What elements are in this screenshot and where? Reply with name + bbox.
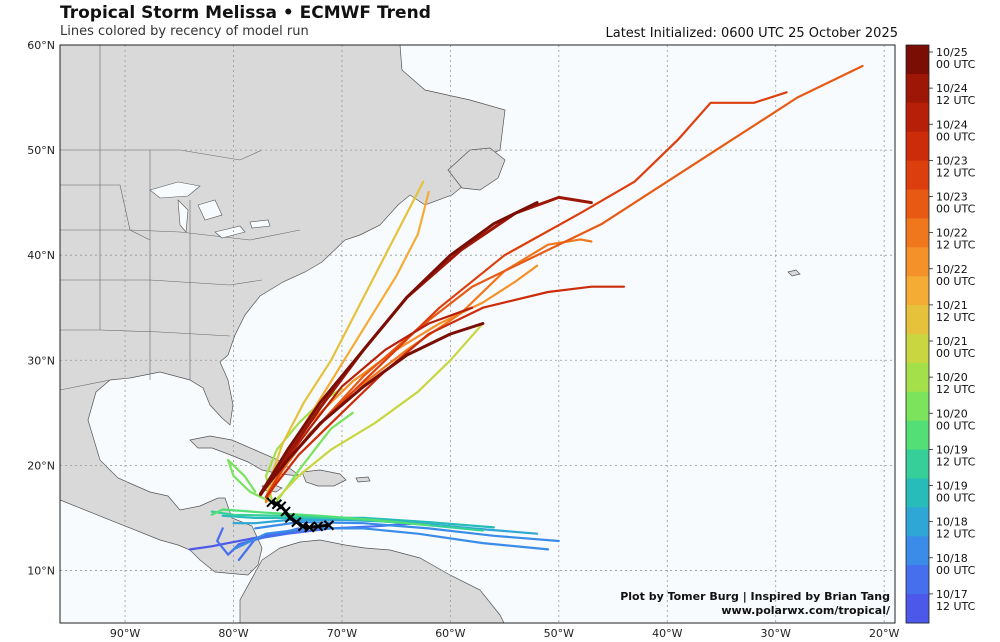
x-tick-label: 40°W [652,627,682,640]
colorbar-block [906,218,929,248]
colorbar-labels: 10/25 00 UTC 10/24 12 UTC 10/24 00 UTC 10/23 12… [929,46,976,613]
colorbar-block [906,160,929,190]
x-tick-label: 50°W [544,627,574,640]
colorbar-block [906,102,929,133]
observed-position-marker [266,496,277,508]
forecast-track-line [227,459,273,504]
north-america-land [60,45,506,576]
x-tick-label: 30°W [761,627,791,640]
colorbar-block [906,449,929,479]
south-america-land [239,539,505,623]
colorbar-block [906,420,929,451]
x-tick-label: 60°W [435,627,465,640]
colorbar-label: 10/18 00 UTC [936,552,976,577]
colorbar-block [906,565,929,595]
observed-position-marker [271,499,283,510]
longitude-tick-labels: 90°W 80°W 70°W 60°W 50°W 40°W 30°W 20°W [110,627,900,640]
x-tick-label: 80°W [218,627,248,640]
colorbar-block [906,391,929,422]
forecast-track-line [232,527,550,551]
colorbar-label: 10/24 00 UTC [936,118,976,143]
x-tick-label: 90°W [110,627,140,640]
colorbar-block [906,536,929,566]
colorbar-label: 10/19 12 UTC [936,443,976,468]
colorbar-block [906,507,929,537]
latest-initialized-label: Latest Initialized: 0600 UTC 25 October … [605,26,898,41]
colorbar-label: 10/23 00 UTC [936,191,976,216]
colorbar-label: 10/17 12 UTC [936,588,976,613]
hispaniola-land [301,469,347,487]
credit-url: www.polarwx.com/tropical/ [721,604,890,617]
colorbar-block [906,362,929,393]
colorbar-block [906,73,929,104]
chart-subtitle: Lines colored by recency of model run [60,24,309,39]
colorbar-label: 10/22 00 UTC [936,263,976,288]
colorbar-label: 10/24 12 UTC [936,82,976,107]
colorbar-label: 10/25 00 UTC [936,46,976,71]
forecast-track-line [264,180,425,501]
forecast-track-line [237,522,419,561]
colorbar-block [906,305,929,335]
observed-position-marker [323,520,335,531]
credit-author: Plot by Tomer Burg | Inspired by Brian T… [620,590,890,603]
observed-position-marker [297,521,309,532]
colorbar-block [906,276,929,306]
chart-title: Tropical Storm Melissa • ECMWF Trend [60,3,431,23]
y-tick-label: 40°N [27,249,55,262]
forecast-track-line [275,322,484,501]
colorbar-label: 10/21 00 UTC [936,335,976,360]
forecast-track-line [264,285,625,498]
puerto-rico-land [355,476,371,483]
y-tick-label: 30°N [27,354,55,367]
colorbar-block [906,334,929,364]
map-frame [59,44,896,624]
colorbar-block [906,478,929,508]
y-tick-label: 20°N [27,459,55,472]
latitude-tick-labels: 10°N 20°N 30°N 40°N 50°N 60°N [27,39,55,577]
x-tick-label: 70°W [327,627,357,640]
colorbar-label: 10/22 12 UTC [936,227,976,252]
x-tick-label: 20°W [869,627,899,640]
colorbar-blocks [906,45,929,624]
colorbar-label: 10/18 12 UTC [936,516,976,541]
forecast-track-line [259,322,485,496]
land-masses [60,45,801,623]
forecast-tracks [189,64,864,561]
colorbar-label: 10/23 12 UTC [936,154,976,179]
colorbar-label: 10/19 00 UTC [936,480,976,505]
observed-position-marker [312,521,324,532]
y-tick-label: 10°N [27,564,55,577]
colorbar-label: 10/20 12 UTC [936,371,976,396]
colorbar-block [906,594,929,624]
cuba-land [189,435,302,477]
great-lakes [149,181,271,239]
forecast-track-line [259,201,539,496]
y-tick-label: 50°N [27,144,55,157]
colorbar-block [906,131,929,162]
newfoundland-land [447,147,506,191]
colorbar-block [906,45,929,75]
colorbar-block [906,189,929,219]
azores-land [787,269,801,277]
observed-position-marker [284,512,296,524]
observed-track [266,496,335,533]
observed-position-marker [291,516,302,528]
colorbar-block [906,247,929,277]
colorbar-label: 10/21 12 UTC [936,299,976,324]
colorbar-label: 10/20 00 UTC [936,407,976,432]
colorbar-frame [905,44,930,624]
forecast-track-line [254,521,560,543]
y-tick-label: 60°N [27,39,55,52]
